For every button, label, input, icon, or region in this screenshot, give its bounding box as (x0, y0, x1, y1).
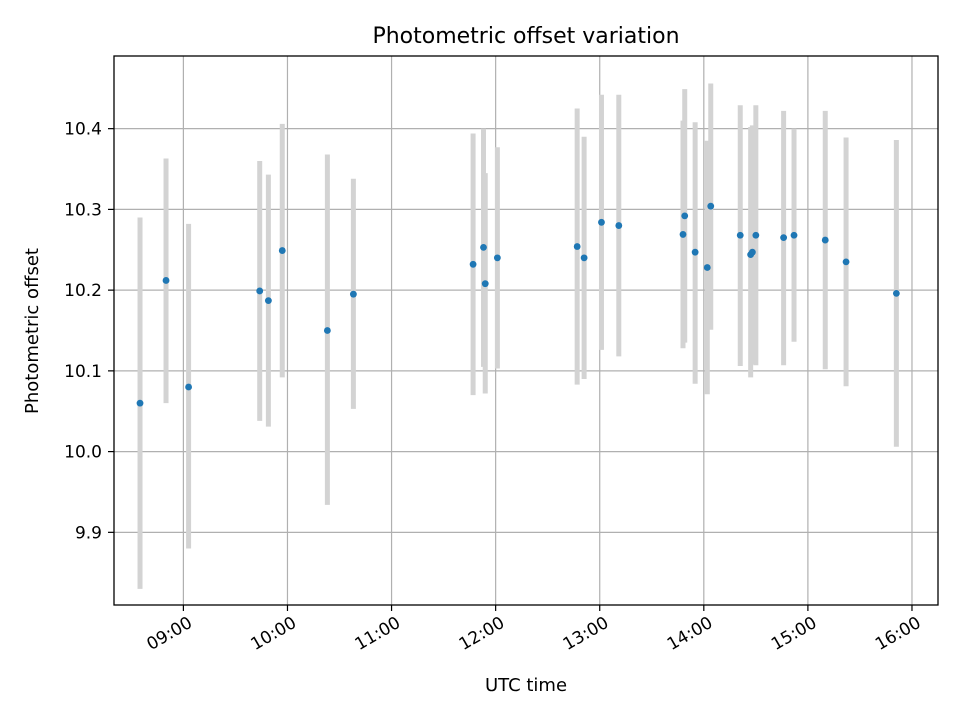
data-point (681, 212, 689, 220)
data-point (185, 383, 192, 391)
y-tick-label: 10.3 (64, 200, 102, 220)
data-point (892, 289, 900, 297)
data-point (573, 243, 581, 250)
plot-frame (113, 55, 939, 606)
data-point (162, 277, 170, 284)
point-layer (136, 202, 900, 407)
data-point (707, 202, 715, 210)
data-point (736, 231, 744, 239)
data-point (323, 327, 331, 334)
data-point (821, 236, 829, 244)
data-point (264, 297, 272, 305)
y-tick-label: 10.0 (64, 443, 102, 463)
data-point (256, 287, 264, 295)
data-point (842, 258, 850, 266)
data-point (615, 222, 623, 229)
data-point (598, 218, 605, 226)
data-point (481, 280, 489, 288)
data-point (703, 264, 711, 271)
data-point (790, 231, 798, 239)
data-point (780, 234, 788, 242)
data-point (349, 290, 357, 298)
data-point (278, 247, 286, 254)
data-point (136, 399, 144, 407)
data-point (493, 254, 501, 262)
y-axis-label: Photometric offset (22, 248, 43, 414)
data-point (580, 254, 588, 262)
y-tick-label: 10.2 (64, 281, 102, 301)
data-point (691, 248, 699, 256)
data-point (752, 231, 760, 239)
y-tick-label: 10.1 (64, 362, 102, 382)
data-point (748, 248, 756, 256)
x-axis-label: UTC time (485, 675, 567, 696)
data-point (480, 243, 487, 251)
y-tick-label: 9.9 (75, 523, 102, 543)
data-point (469, 260, 477, 268)
y-tick-label: 10.4 (64, 120, 102, 140)
chart-title: Photometric offset variation (372, 24, 679, 49)
data-point (679, 231, 687, 238)
